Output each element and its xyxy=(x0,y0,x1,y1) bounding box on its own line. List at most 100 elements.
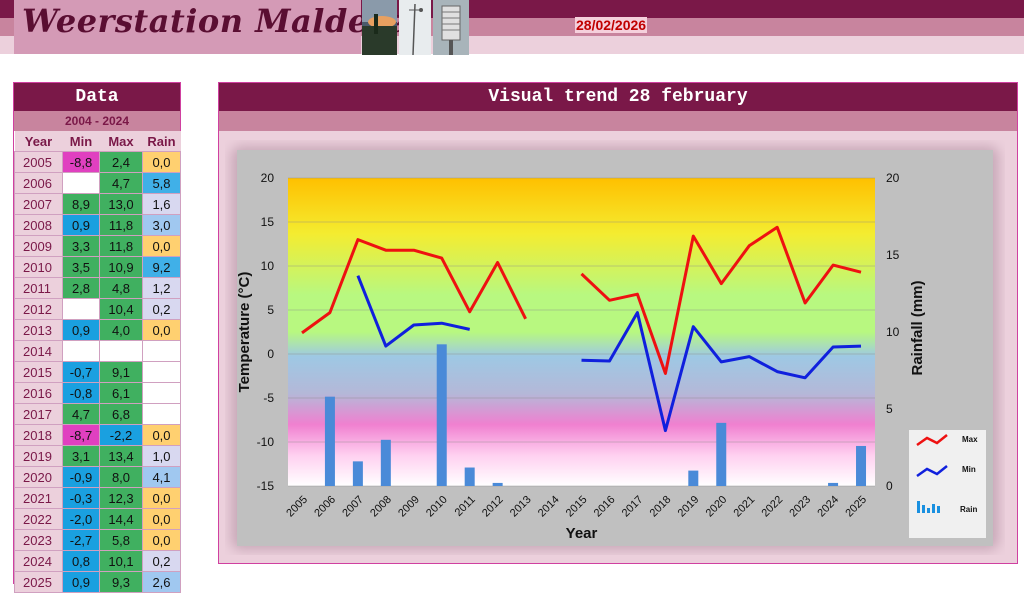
year-cell: 2022 xyxy=(14,508,63,530)
year-cell: 2005 xyxy=(14,151,63,173)
min-cell: 3,5 xyxy=(62,256,100,278)
year-cell: 2017 xyxy=(14,403,63,425)
table-row: 2008 0,9 11,8 3,0 xyxy=(14,214,181,236)
max-cell xyxy=(99,340,143,362)
year-cell: 2015 xyxy=(14,361,63,383)
max-cell: 10,1 xyxy=(99,550,143,572)
table-row: 2015 -0,7 9,1 xyxy=(14,361,181,383)
max-cell: 13,4 xyxy=(99,445,143,467)
rain-cell: 1,6 xyxy=(142,193,181,215)
table-row: 2010 3,5 10,9 9,2 xyxy=(14,256,181,278)
logo-background xyxy=(14,0,361,54)
min-cell: -8,7 xyxy=(62,424,100,446)
y2-tick-label: 0 xyxy=(886,479,893,493)
rain-cell xyxy=(142,340,181,362)
year-cell: 2018 xyxy=(14,424,63,446)
y-tick-label: -5 xyxy=(263,391,274,405)
year-cell: 2023 xyxy=(14,529,63,551)
table-row: 2021 -0,3 12,3 0,0 xyxy=(14,487,181,509)
y-tick-label: 10 xyxy=(261,259,275,273)
year-cell: 2020 xyxy=(14,466,63,488)
data-panel-title: Data xyxy=(14,83,180,111)
rain-cell: 4,1 xyxy=(142,466,181,488)
rain-bar xyxy=(352,461,363,486)
max-cell: 4,7 xyxy=(99,172,143,194)
y-tick-label: -15 xyxy=(257,479,275,493)
rain-cell: 0,0 xyxy=(142,424,181,446)
max-cell: 12,3 xyxy=(99,487,143,509)
rain-cell xyxy=(142,382,181,404)
rain-bar xyxy=(464,467,475,486)
rain-bar xyxy=(688,470,699,486)
screen-photo xyxy=(433,0,469,55)
sunset-photo xyxy=(362,0,397,55)
min-cell: -0,3 xyxy=(62,487,100,509)
y-axis-label: Temperature (°C) xyxy=(236,272,253,393)
min-cell: 2,8 xyxy=(62,277,100,299)
table-row: 2019 3,1 13,4 1,0 xyxy=(14,445,181,467)
legend-rain-label: Rain xyxy=(960,505,977,514)
y-tick-label: 0 xyxy=(267,347,274,361)
year-cell: 2010 xyxy=(14,256,63,278)
legend-min-swatch xyxy=(916,465,948,478)
max-cell: 2,4 xyxy=(99,151,143,173)
y2-axis-label: Rainfall (mm) xyxy=(909,280,926,375)
y-tick-label: 20 xyxy=(261,171,275,185)
data-panel: Data 2004 - 2024 Year Min Max Rain 2005-… xyxy=(13,82,181,593)
x-axis-label: Year xyxy=(566,525,598,542)
table-row: 2009 3,3 11,8 0,0 xyxy=(14,235,181,257)
rain-bar xyxy=(856,445,867,486)
rain-cell: 1,0 xyxy=(142,445,181,467)
max-cell: 5,8 xyxy=(99,529,143,551)
y2-tick-label: 5 xyxy=(886,402,893,416)
min-cell: -0,9 xyxy=(62,466,100,488)
min-cell: -2,7 xyxy=(62,529,100,551)
legend-box xyxy=(909,430,986,538)
rain-cell: 0,0 xyxy=(142,508,181,530)
rain-cell xyxy=(142,361,181,383)
table-row: 2006 4,7 5,8 xyxy=(14,172,181,194)
rain-bar xyxy=(380,439,391,486)
rain-cell: 0,0 xyxy=(142,151,181,173)
rain-bar xyxy=(716,422,727,486)
y2-tick-label: 15 xyxy=(886,248,900,262)
series-line-max xyxy=(580,225,862,375)
year-cell: 2019 xyxy=(14,445,63,467)
y2-tick-label: 20 xyxy=(886,171,900,185)
year-cell: 2007 xyxy=(14,193,63,215)
column-header-max: Max xyxy=(99,131,143,152)
min-cell: -0,8 xyxy=(62,382,100,404)
rain-cell: 0,2 xyxy=(142,550,181,572)
year-cell: 2021 xyxy=(14,487,63,509)
table-row: 2007 8,9 13,0 1,6 xyxy=(14,193,181,215)
legend-max-swatch xyxy=(916,434,948,447)
column-header-year: Year xyxy=(14,131,63,152)
min-cell xyxy=(62,340,100,362)
y-tick-label: -10 xyxy=(257,435,275,449)
year-cell: 2016 xyxy=(14,382,63,404)
rain-cell: 0,0 xyxy=(142,319,181,341)
rain-cell xyxy=(142,403,181,425)
year-cell: 2011 xyxy=(14,277,63,299)
max-cell: -2,2 xyxy=(99,424,143,446)
series-line-max xyxy=(301,238,527,335)
rain-cell: 1,2 xyxy=(142,277,181,299)
table-row: 2016 -0,8 6,1 xyxy=(14,382,181,404)
legend-max-label: Max xyxy=(962,435,978,444)
max-cell: 9,1 xyxy=(99,361,143,383)
plot-background xyxy=(288,178,875,486)
max-cell: 10,4 xyxy=(99,298,143,320)
min-cell: 0,9 xyxy=(62,319,100,341)
year-cell: 2008 xyxy=(14,214,63,236)
min-cell: 0,9 xyxy=(62,571,100,593)
table-row: 2025 0,9 9,3 2,6 xyxy=(14,571,181,593)
table-row: 2020 -0,9 8,0 4,1 xyxy=(14,466,181,488)
max-cell: 4,0 xyxy=(99,319,143,341)
max-cell: 10,9 xyxy=(99,256,143,278)
max-cell: 6,8 xyxy=(99,403,143,425)
rain-cell: 0,0 xyxy=(142,235,181,257)
table-row: 2012 10,4 0,2 xyxy=(14,298,181,320)
column-header-rain: Rain xyxy=(142,131,181,152)
min-cell: 3,3 xyxy=(62,235,100,257)
